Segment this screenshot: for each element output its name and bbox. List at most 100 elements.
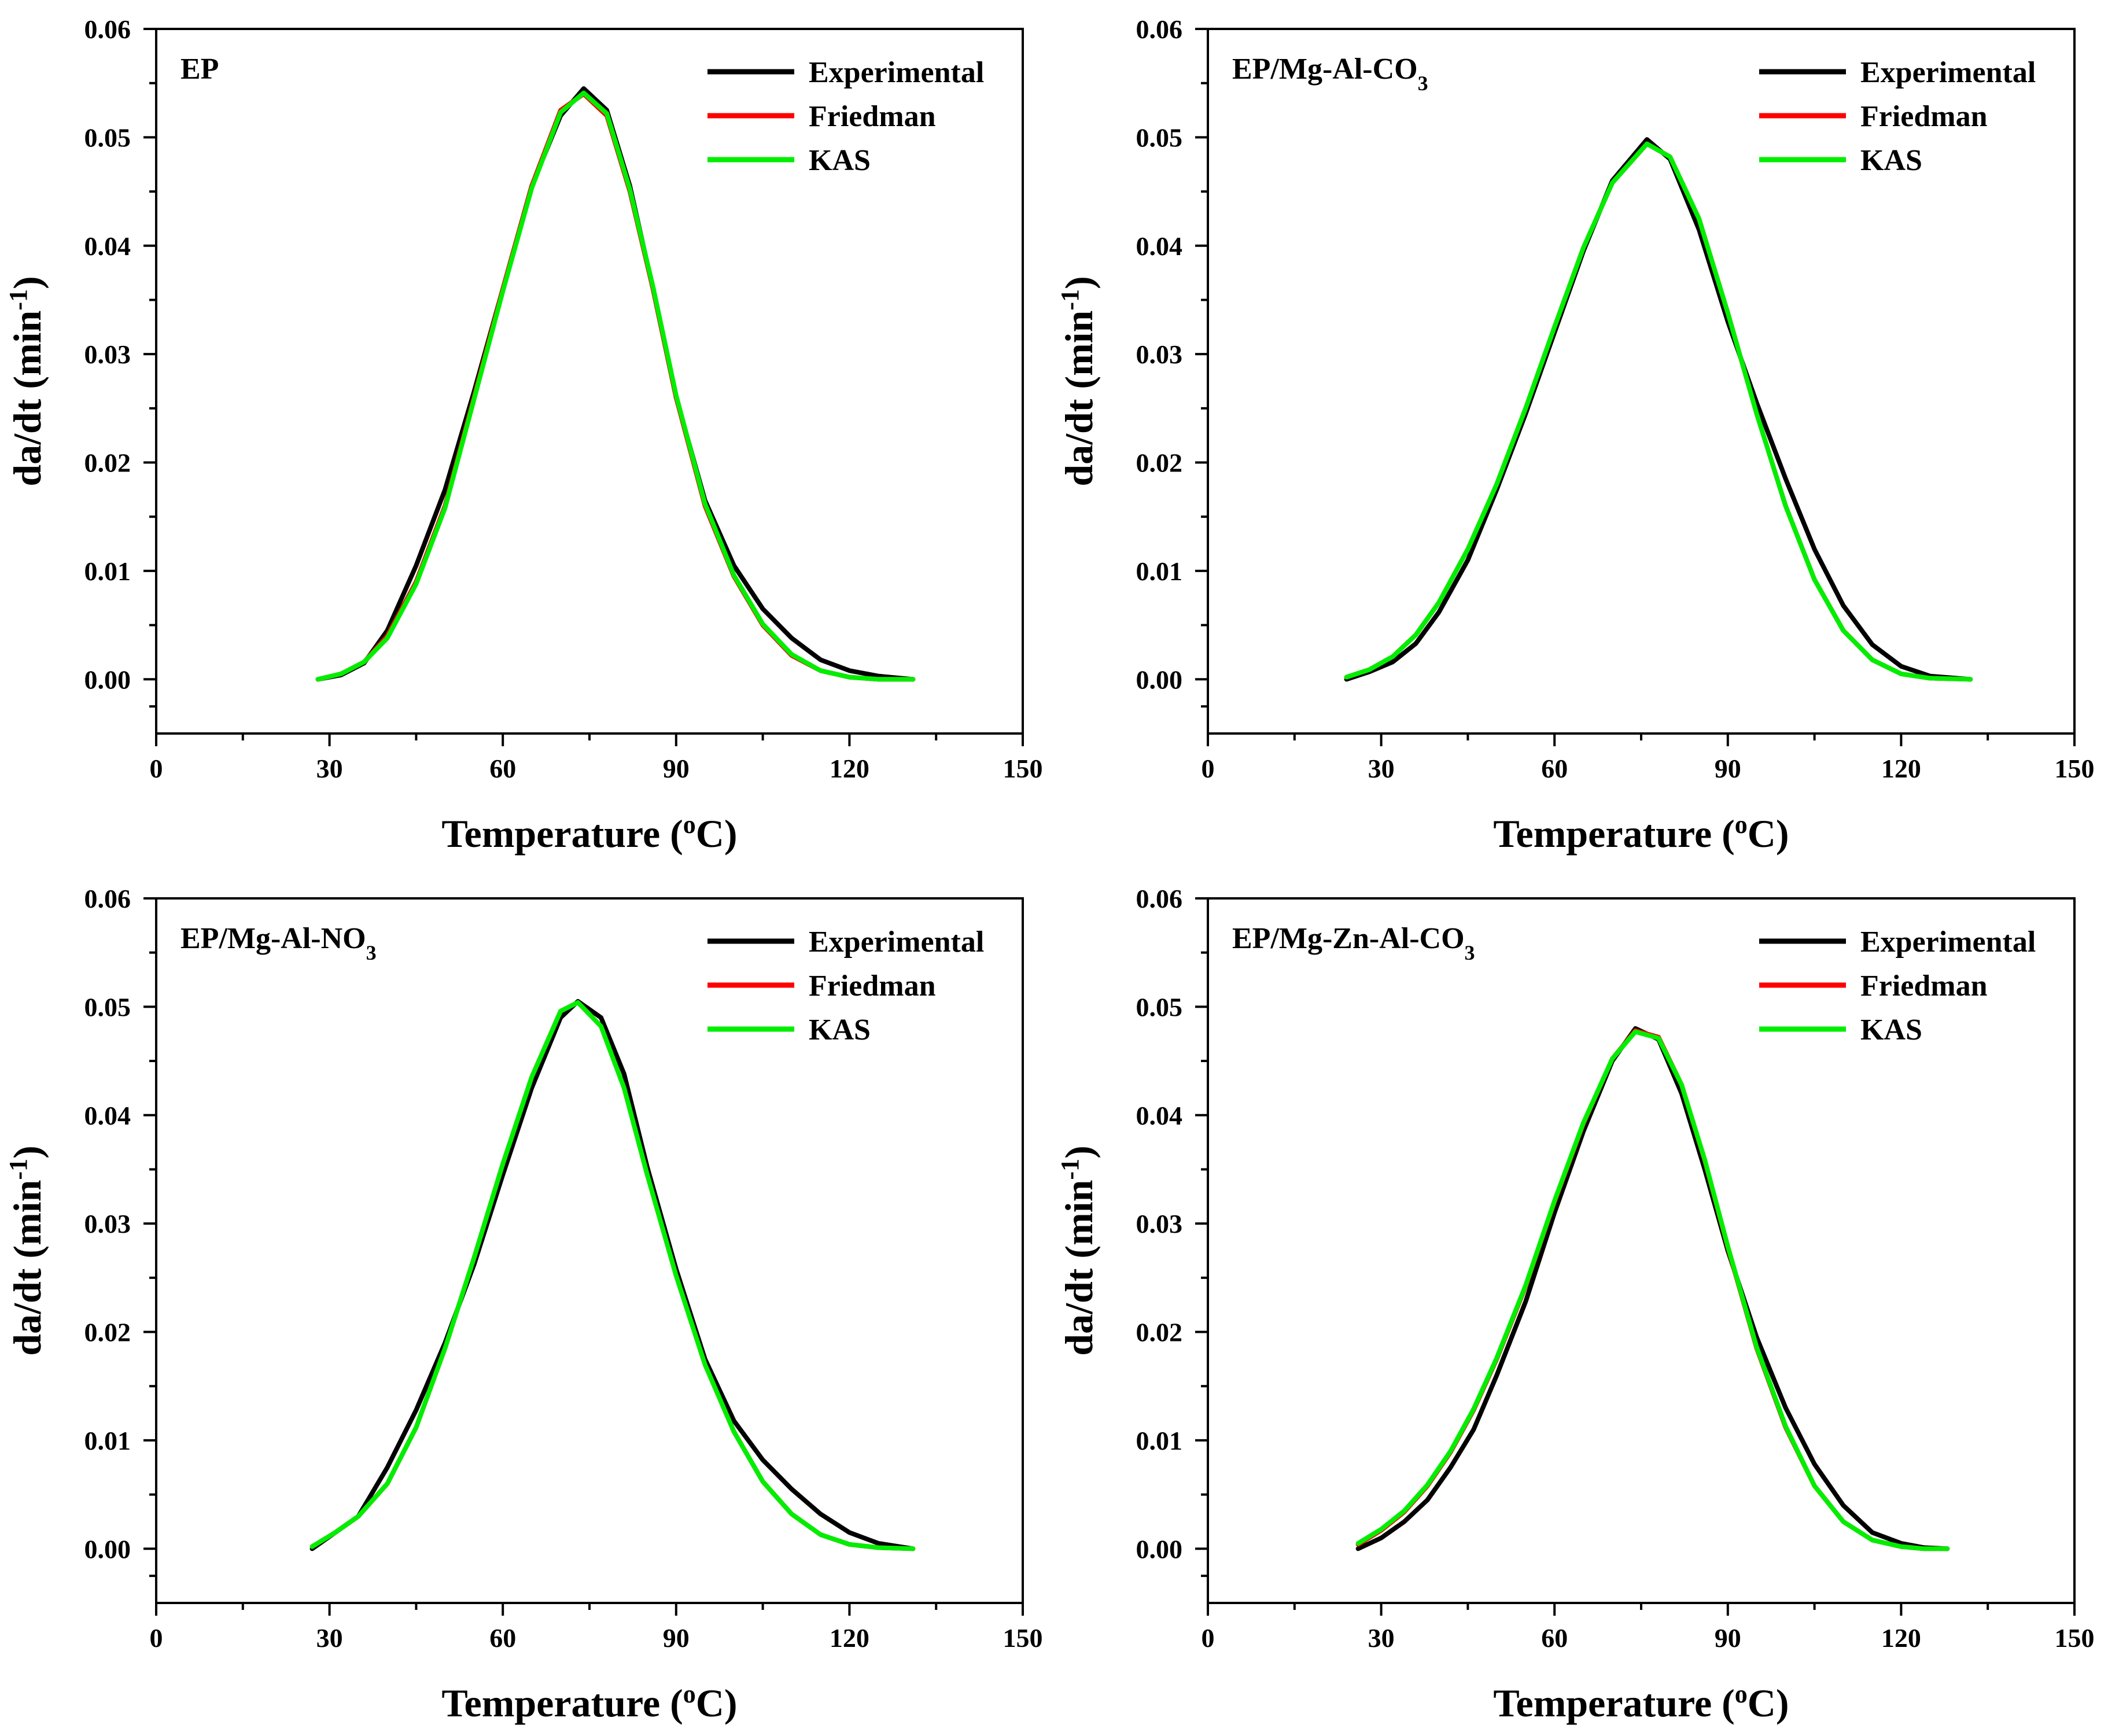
series-line-friedman <box>315 91 916 682</box>
y-tick-label: 0.04 <box>1136 1101 1183 1130</box>
y-tick-label: 0.00 <box>1136 1534 1183 1564</box>
y-axis-title-superscript: -1 <box>4 289 32 311</box>
y-tick-label: 0.00 <box>1136 665 1183 694</box>
panel-label-text: EP/Mg-Al-CO <box>1232 53 1418 86</box>
series-line-kas <box>315 90 916 682</box>
y-tick-label: 0.02 <box>1136 1318 1183 1347</box>
y-tick-label: 0.03 <box>84 340 131 369</box>
x-tick-label: 30 <box>316 1623 343 1653</box>
y-tick-label: 0.00 <box>84 665 131 694</box>
x-tick-label: 60 <box>489 1623 516 1653</box>
x-tick-label: 150 <box>2055 754 2095 783</box>
x-tick-label: 0 <box>150 754 163 783</box>
y-tick-label: 0.06 <box>1136 14 1183 44</box>
y-tick-label: 0.05 <box>84 992 131 1022</box>
x-tick-label: 90 <box>663 754 690 783</box>
legend-label-experimental: Experimental <box>1860 926 2036 959</box>
y-axis-title-superscript: -1 <box>1056 289 1084 311</box>
x-axis-title: Temperature (oC) <box>1493 1680 1789 1726</box>
chart-panel-3: 0 30 60 90 120 150 0.00 0.01 0.02 0.03 0.04 0.05 0.0… <box>4 884 1043 1725</box>
chart-panel-4: 0 30 60 90 120 150 0.00 0.01 0.02 0.03 0.04 0.05 0.0… <box>1056 884 2095 1725</box>
chart-panel-2: 0 30 60 90 120 150 0.00 0.01 0.02 0.03 0.04 0.05 0.0… <box>1056 14 2095 856</box>
panel-label: EP <box>180 53 219 86</box>
panel-label-text: EP/Mg-Al-NO <box>180 922 366 955</box>
x-axis-title-superscript: o <box>1735 1680 1748 1708</box>
plot-frame <box>1207 897 2076 1604</box>
y-tick-label: 0.02 <box>84 448 131 478</box>
y-tick-label: 0.03 <box>1136 1209 1183 1239</box>
legend-label-kas: KAS <box>1860 1013 1922 1046</box>
x-axis-title-text: C) <box>696 812 738 856</box>
y-tick-label: 0.04 <box>84 1101 131 1130</box>
y-tick-label: 0.01 <box>84 556 131 586</box>
x-axis-title-superscript: o <box>683 1680 696 1708</box>
x-tick-label: 30 <box>316 754 343 783</box>
y-tick-label: 0.02 <box>84 1318 131 1347</box>
y-axis-title-text: da/dt (min <box>1057 1180 1101 1356</box>
x-tick-label: 120 <box>1881 754 1921 783</box>
legend-label-friedman: Friedman <box>1860 100 1988 133</box>
x-tick-label: 90 <box>663 1623 690 1653</box>
x-tick-label: 30 <box>1368 1623 1395 1653</box>
x-tick-label: 90 <box>1715 1623 1741 1653</box>
y-tick-label: 0.03 <box>84 1209 131 1239</box>
y-axis-title-text: da/dt (min <box>1057 311 1101 486</box>
y-axis-title-text: ) <box>1057 276 1101 289</box>
panel-label-subscript: 3 <box>1465 941 1475 964</box>
x-axis-title-text: Temperature ( <box>441 812 683 856</box>
y-axis-title: da/dt (min-1) <box>4 1145 50 1356</box>
x-axis-title-superscript: o <box>1735 810 1748 839</box>
y-tick-label: 0.05 <box>1136 992 1183 1022</box>
panel-label: EP/Mg-Zn-Al-CO3 <box>1232 922 1475 964</box>
legend-label-friedman: Friedman <box>809 970 936 1002</box>
series-line-kas <box>1355 1029 1950 1551</box>
x-tick-label: 90 <box>1715 754 1741 783</box>
series-line-friedman <box>309 1000 916 1551</box>
x-axis-title-text: C) <box>1748 812 1789 856</box>
y-tick-label: 0.01 <box>84 1426 131 1455</box>
panel-label-subscript: 3 <box>366 941 377 964</box>
series-line-experimental <box>309 999 916 1551</box>
x-tick-label: 60 <box>489 754 516 783</box>
x-tick-label: 150 <box>1003 1623 1043 1653</box>
y-axis-title-text: ) <box>5 1145 49 1159</box>
x-axis-title-text: C) <box>696 1681 738 1725</box>
x-axis-title: Temperature (oC) <box>1493 810 1789 856</box>
x-tick-label: 60 <box>1541 1623 1568 1653</box>
y-tick-label: 0.06 <box>1136 884 1183 913</box>
y-tick-label: 0.05 <box>1136 123 1183 152</box>
x-tick-label: 60 <box>1541 754 1568 783</box>
panel-label: EP/Mg-Al-NO3 <box>180 922 377 964</box>
x-tick-label: 120 <box>830 754 869 783</box>
panel-label-text: EP/Mg-Zn-Al-CO <box>1232 922 1465 955</box>
x-tick-label: 120 <box>830 1623 869 1653</box>
legend-label-kas: KAS <box>809 1013 871 1046</box>
y-axis-title-text: da/dt (min <box>5 311 49 486</box>
plot-frame <box>155 897 1024 1604</box>
legend-label-friedman: Friedman <box>809 100 936 133</box>
x-tick-label: 0 <box>1202 754 1215 783</box>
panel-label-text: EP <box>180 53 219 86</box>
y-tick-label: 0.04 <box>84 231 131 261</box>
y-tick-label: 0.00 <box>84 1534 131 1564</box>
y-tick-label: 0.01 <box>1136 556 1183 586</box>
x-tick-label: 0 <box>1202 1623 1215 1653</box>
x-tick-label: 120 <box>1881 1623 1921 1653</box>
y-tick-label: 0.01 <box>1136 1426 1183 1455</box>
x-axis-title: Temperature (oC) <box>441 810 737 856</box>
y-tick-label: 0.06 <box>84 884 131 913</box>
legend-label-experimental: Experimental <box>809 926 984 959</box>
panel-label: EP/Mg-Al-CO3 <box>1232 53 1428 95</box>
x-axis-title-text: C) <box>1748 1681 1789 1725</box>
y-axis-title-text: da/dt (min <box>5 1180 49 1356</box>
series-line-experimental <box>1355 1026 1950 1551</box>
legend-label-experimental: Experimental <box>809 56 984 89</box>
x-tick-label: 30 <box>1368 754 1395 783</box>
y-axis-title: da/dt (min-1) <box>1056 1145 1101 1356</box>
x-axis-title-text: Temperature ( <box>441 1681 683 1725</box>
x-axis-title: Temperature (oC) <box>441 1680 737 1726</box>
x-tick-label: 150 <box>2055 1623 2095 1653</box>
y-axis-title-text: ) <box>5 276 49 289</box>
panel-label-subscript: 3 <box>1418 72 1428 95</box>
series-line-kas <box>1344 141 1973 682</box>
